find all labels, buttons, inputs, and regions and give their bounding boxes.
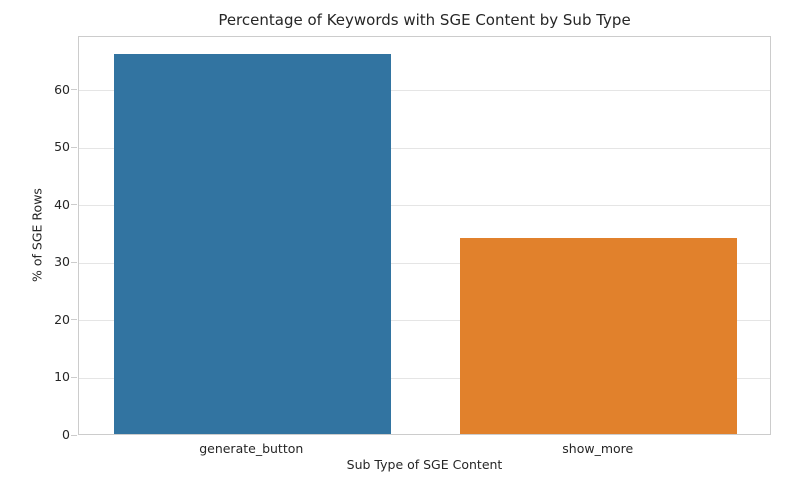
bar-generate_button [113,54,391,434]
y-tick-label-0: 0 [62,427,70,442]
y-tick-mark [71,204,77,206]
gridline-y-50 [79,147,770,149]
bar-show_more [460,238,738,434]
y-tick-mark [71,261,77,263]
y-tick-label-20: 20 [54,311,70,327]
x-tick-label-show_more: show_more [562,441,634,456]
y-tick-mark [71,434,77,436]
x-tick-label-generate_button: generate_button [199,441,304,456]
plot-area [78,36,771,435]
y-tick-mark [71,376,77,378]
y-tick-mark [71,146,77,148]
y-tick-mark [71,89,77,91]
y-tick-mark [71,319,77,321]
y-tick-label-50: 50 [54,139,70,155]
gridline-y-60 [79,90,770,92]
y-tick-label-40: 40 [54,196,70,212]
gridline-y-40 [79,205,770,207]
y-tick-label-60: 60 [54,81,70,97]
gridline-y-30 [79,262,770,264]
x-axis-label: Sub Type of SGE Content [346,457,503,472]
chart-title: Percentage of Keywords with SGE Content … [218,11,631,29]
gridline-y-10 [79,377,770,379]
y-tick-label-10: 10 [54,369,70,385]
y-tick-label-30: 30 [54,254,70,270]
gridline-y-20 [79,320,770,322]
